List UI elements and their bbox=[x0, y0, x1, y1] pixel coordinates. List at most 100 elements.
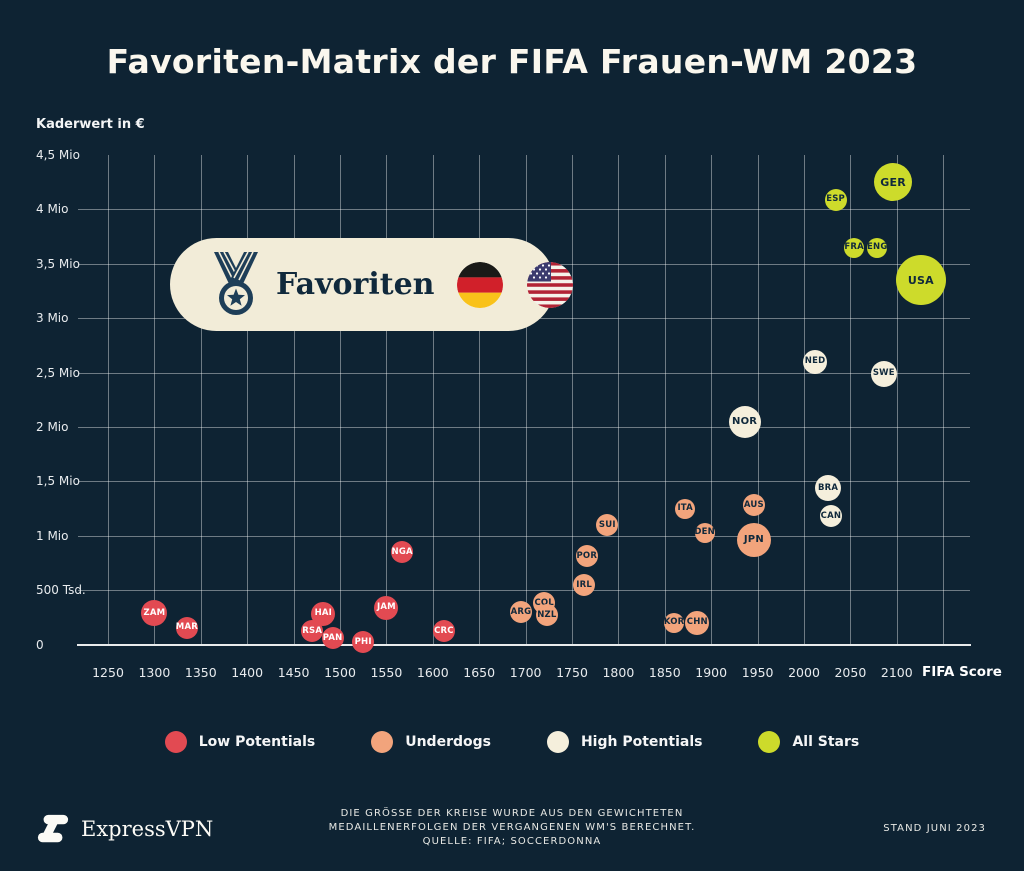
x-axis-tick-label: 1250 bbox=[92, 665, 124, 680]
x-axis-tick-label: 1650 bbox=[463, 665, 496, 680]
legend-item-allstar: All Stars bbox=[758, 731, 859, 753]
expressvpn-icon bbox=[37, 814, 69, 843]
x-axis-tick-label: 1500 bbox=[324, 665, 356, 680]
data-point-label: NGA bbox=[391, 546, 413, 557]
data-point-crc: CRC bbox=[432, 620, 455, 643]
data-point-label: NOR bbox=[732, 415, 758, 427]
vertical-gridline bbox=[108, 155, 109, 645]
x-axis-line bbox=[77, 644, 971, 646]
data-point-phi: PHI bbox=[352, 630, 375, 653]
vertical-gridline bbox=[525, 155, 527, 645]
data-point-den: DEN bbox=[694, 522, 715, 543]
data-point-ned: NED bbox=[803, 349, 828, 374]
data-point-arg: ARG bbox=[510, 601, 532, 624]
x-axis-tick-label: 1450 bbox=[277, 665, 310, 680]
data-point-label: RSA bbox=[302, 626, 323, 637]
x-axis-tick-label: 1400 bbox=[231, 665, 264, 680]
data-point-swe: SWE bbox=[870, 360, 897, 387]
horizontal-gridline bbox=[78, 372, 970, 374]
legend-item-underdog: Underdogs bbox=[371, 731, 491, 753]
x-axis-tick-label: 2100 bbox=[880, 665, 913, 680]
vertical-gridline bbox=[850, 155, 852, 645]
data-point-nor: NOR bbox=[728, 405, 761, 438]
data-point-jam: JAM bbox=[374, 595, 399, 620]
legend-item-low: Low Potentials bbox=[164, 731, 316, 753]
data-point-ger: GER bbox=[874, 163, 913, 202]
data-point-label: IRL bbox=[576, 579, 592, 590]
vertical-gridline bbox=[757, 155, 759, 645]
legend-swatch bbox=[546, 731, 569, 753]
data-point-label: CAN bbox=[820, 510, 842, 521]
data-point-label: MAR bbox=[175, 622, 198, 633]
horizontal-gridline bbox=[78, 209, 970, 211]
data-point-label: CHN bbox=[686, 617, 708, 628]
data-point-mar: MAR bbox=[175, 616, 198, 639]
vertical-gridline bbox=[432, 155, 434, 645]
horizontal-gridline bbox=[78, 481, 970, 483]
legend-swatch bbox=[758, 731, 781, 753]
data-point-label: PHI bbox=[354, 636, 372, 647]
y-axis-tick-label: 500 Tsd. bbox=[36, 583, 86, 598]
legend-label: All Stars bbox=[792, 734, 860, 750]
horizontal-gridline bbox=[78, 590, 970, 592]
data-point-label: BRA bbox=[817, 482, 839, 493]
y-axis-tick-label: 3 Mio bbox=[36, 311, 69, 326]
stand-date: STAND JUNI 2023 bbox=[883, 823, 986, 834]
vertical-gridline bbox=[664, 155, 666, 645]
data-point-por: POR bbox=[575, 545, 598, 568]
x-axis-tick-label: 1300 bbox=[138, 665, 171, 680]
y-axis-tick-label: 2 Mio bbox=[36, 419, 69, 434]
data-point-label: FRA bbox=[844, 242, 864, 253]
data-point-label: DEN bbox=[694, 527, 715, 538]
y-axis-tick-label: 4 Mio bbox=[36, 202, 69, 217]
data-point-label: COL bbox=[534, 597, 554, 608]
data-point-nga: NGA bbox=[391, 541, 414, 563]
data-point-label: KOR bbox=[663, 617, 685, 628]
data-point-label: HAI bbox=[314, 608, 333, 619]
x-axis-tick-label: 1800 bbox=[602, 665, 635, 680]
y-axis-tick-label: 4,5 Mio bbox=[36, 148, 80, 162]
data-point-zam: ZAM bbox=[141, 600, 168, 626]
x-axis-tick-label: 1850 bbox=[648, 665, 681, 680]
x-axis-tick-label: 1900 bbox=[695, 665, 728, 680]
data-point-esp: ESP bbox=[824, 188, 847, 211]
vertical-gridline bbox=[943, 155, 945, 645]
legend-item-high: High Potentials bbox=[546, 731, 702, 753]
vertical-gridline bbox=[340, 155, 341, 645]
data-point-pan: PAN bbox=[321, 627, 344, 649]
x-axis-tick-label: 1600 bbox=[416, 665, 449, 680]
y-axis-tick-label: 0 bbox=[36, 637, 44, 652]
data-point-label: ESP bbox=[826, 194, 845, 205]
vertical-gridline bbox=[896, 155, 898, 645]
favorites-badge: Favoriten bbox=[170, 238, 573, 331]
footnote-line: DIE GRÖSSE DER KREISE WURDE AUS DEN GEWI… bbox=[340, 808, 684, 819]
data-point-ita: ITA bbox=[675, 498, 696, 519]
x-axis-tick-label: 1550 bbox=[370, 665, 403, 680]
data-point-label: ITA bbox=[677, 503, 693, 514]
usa-flag-icon bbox=[526, 261, 573, 308]
germany-flag-icon bbox=[456, 261, 503, 308]
favorites-label: Favoriten bbox=[276, 267, 435, 302]
vertical-gridline bbox=[572, 155, 573, 645]
data-point-nzl: NZL bbox=[535, 604, 558, 627]
y-axis-tick-label: 1 Mio bbox=[36, 528, 69, 543]
legend-swatch bbox=[164, 731, 187, 753]
data-point-label: NZL bbox=[537, 609, 557, 620]
vertical-gridline bbox=[711, 155, 713, 645]
y-axis-tick-label: 2,5 Mio bbox=[36, 365, 80, 380]
data-point-usa: USA bbox=[895, 255, 946, 306]
x-axis-tick-label: 1700 bbox=[509, 665, 542, 680]
y-axis-title: Kaderwert in € bbox=[36, 117, 145, 132]
legend-label: Low Potentials bbox=[198, 734, 316, 750]
horizontal-gridline bbox=[78, 535, 970, 537]
data-point-label: JPN bbox=[743, 533, 764, 545]
data-point-sui: SUI bbox=[596, 513, 619, 536]
medal-icon bbox=[214, 251, 258, 315]
chart-title: Favoriten-Matrix der FIFA Frauen-WM 2023 bbox=[106, 42, 918, 81]
data-point-jpn: JPN bbox=[736, 522, 771, 557]
data-point-eng: ENG bbox=[867, 237, 887, 258]
data-point-label: AUS bbox=[743, 500, 764, 511]
data-point-label: SUI bbox=[598, 519, 616, 530]
data-point-irl: IRL bbox=[573, 574, 596, 597]
vertical-gridline bbox=[200, 155, 202, 645]
